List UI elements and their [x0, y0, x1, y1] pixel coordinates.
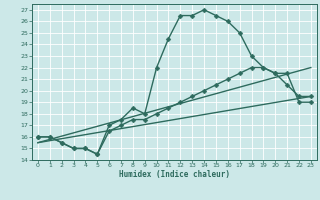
- X-axis label: Humidex (Indice chaleur): Humidex (Indice chaleur): [119, 170, 230, 179]
